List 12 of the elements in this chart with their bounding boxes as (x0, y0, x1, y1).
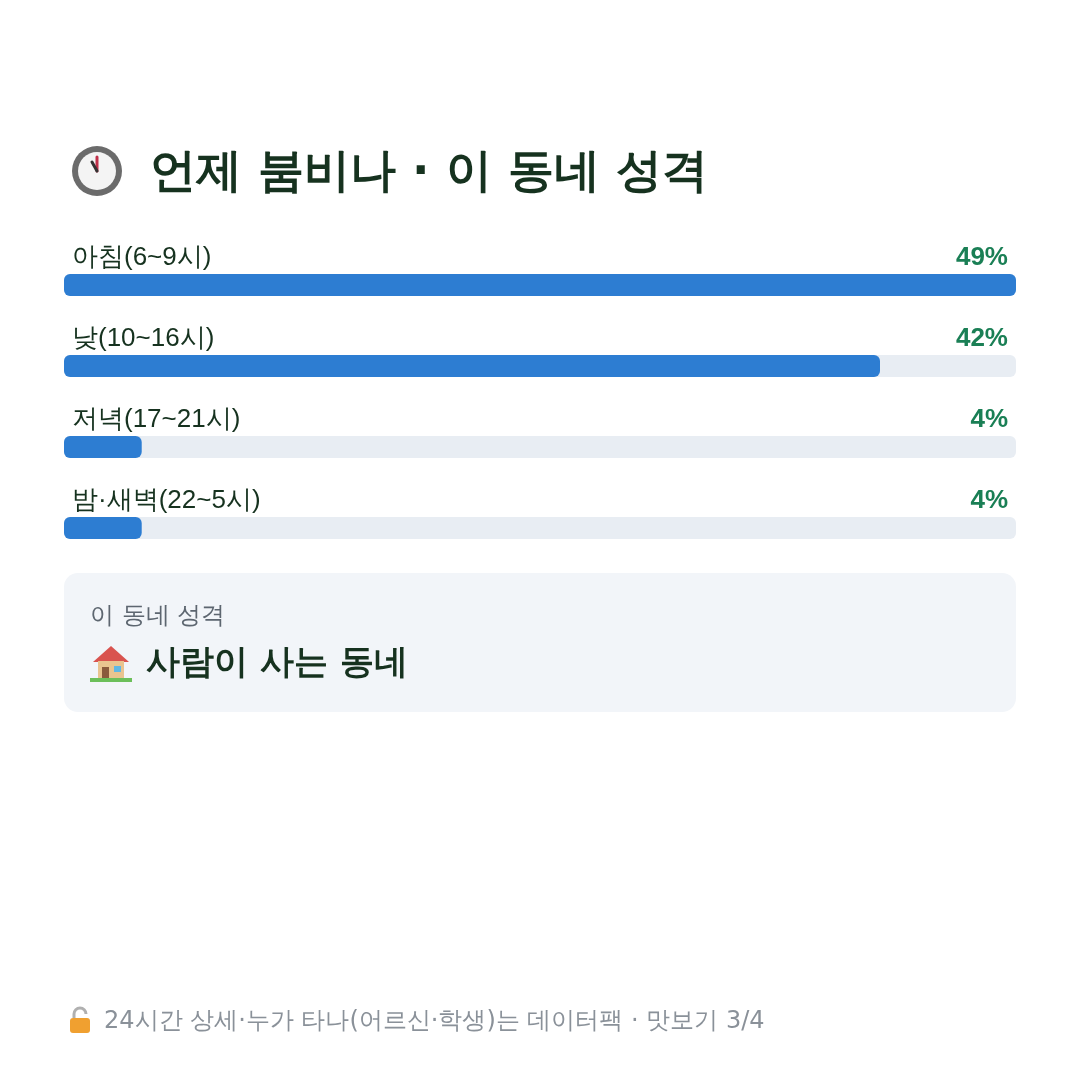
chart-title: 언제 붐비나 · 이 동네 성격 (150, 142, 708, 199)
y-tick-label: 밤·새벽(22~5시) (72, 484, 261, 514)
data-label: 49% (955, 241, 1008, 271)
data-label: 4% (970, 484, 1008, 514)
text: 24시간 상세·누가 타나(어르신·학생)는 데이터팩 · 맛보기 3/4 (104, 1005, 765, 1036)
y-tick-label: 아침(6~9시) (72, 241, 212, 271)
text: 사람이 사는 동네 (146, 640, 408, 683)
text: 이 동네 성격 (90, 600, 226, 631)
y-tick-label: 저녁(17~21시) (72, 403, 241, 433)
data-label: 4% (970, 403, 1008, 433)
y-tick-label: 낮(10~16시) (72, 322, 215, 352)
data-label: 42% (955, 322, 1008, 352)
